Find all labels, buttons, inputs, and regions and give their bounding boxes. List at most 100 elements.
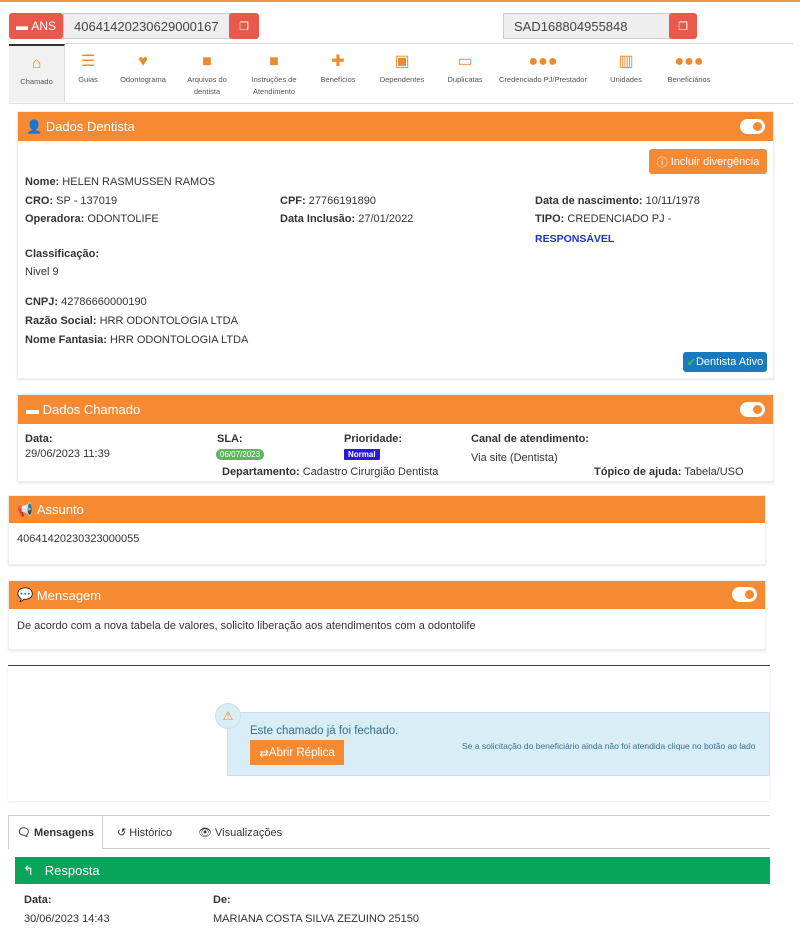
sad-field[interactable]: SAD168804955848: [503, 13, 670, 39]
closed-alert: Este chamado já foi fechado. ⇄ Abrir Répl…: [227, 712, 770, 776]
tipo-value: CREDENCIADO PJ -: [567, 213, 672, 225]
nav-odontograma[interactable]: ♥ Odontograma: [111, 44, 175, 102]
copy-protocol-button[interactable]: ❐: [229, 13, 259, 39]
megaphone-icon: 📢: [17, 501, 37, 517]
ans-label: ANS: [31, 19, 57, 33]
label: De:: [213, 894, 231, 906]
nome-value: HELEN RASMUSSEN RAMOS: [62, 176, 216, 188]
alert-hint: Se a solicitação do beneficiário ainda n…: [462, 741, 756, 751]
nav-label: Dependentes: [379, 75, 425, 84]
list-icon: ☰: [80, 53, 96, 70]
operadora-value: ODONTOLIFE: [87, 213, 159, 225]
home-icon: ⌂: [31, 55, 42, 72]
cnpj-value: 42786660000190: [61, 296, 147, 308]
history-icon: ↺: [117, 827, 130, 839]
top-border: [0, 0, 800, 2]
panel-title: Assunto: [36, 502, 84, 517]
id-badge-icon: ▣: [394, 53, 410, 70]
assunto-panel: 📢 Assunto 40641420230323000055: [8, 495, 766, 565]
sla-badge: 06/07/2023: [216, 449, 265, 460]
mensagem-text: De acordo com a nova tabela de valores, …: [17, 620, 476, 632]
label: Nome:: [25, 176, 60, 188]
departamento-value: Cadastro Cirurgião Dentista: [302, 466, 439, 478]
nav-guias[interactable]: ☰ Guias: [65, 44, 111, 102]
divider: [103, 848, 770, 849]
resposta-data: 30/06/2023 14:43: [24, 913, 110, 925]
canal-value: Via site (Dentista): [471, 452, 558, 464]
button-label: Abrir Réplica: [268, 746, 335, 759]
incluir-divergencia-button[interactable]: ⓘ Incluir divergência: [649, 149, 767, 174]
label: CNPJ:: [25, 296, 59, 308]
cro-value: SP - 137019: [56, 195, 118, 207]
copy-sad-button[interactable]: ❐: [669, 13, 697, 39]
reply-icon: ↰: [23, 862, 45, 878]
nav-dependentes[interactable]: ▣ Dependentes: [367, 44, 437, 102]
nav-beneficiarios[interactable]: ●●● Beneficiários: [659, 44, 719, 102]
nav-instrucoes[interactable]: ■ Instruções de Atendimento: [239, 44, 309, 102]
tab-historico[interactable]: ↺ Histórico: [117, 826, 172, 839]
info-icon: ⓘ: [656, 156, 671, 169]
collapse-toggle[interactable]: [732, 587, 757, 602]
comments-icon: 🗨: [17, 827, 35, 839]
panel-title: Resposta: [44, 863, 100, 878]
label: SLA:: [217, 433, 243, 445]
dentista-header: 👤 Dados Dentista: [18, 112, 773, 141]
classificacao-value: Nivel 9: [25, 266, 59, 278]
prioridade-badge: Normal: [344, 449, 380, 460]
divider: [9, 103, 793, 104]
nav-arquivos[interactable]: ■ Arquivos do dentista: [175, 44, 239, 102]
nav-unidades[interactable]: ▥ Unidades: [593, 44, 659, 102]
panel-title: Dados Dentista: [45, 119, 135, 134]
user-icon: 👤: [26, 118, 46, 134]
collapse-toggle[interactable]: [740, 119, 765, 134]
eye-icon: 👁: [198, 827, 216, 839]
nav-label: Beneficiários: [667, 75, 711, 84]
label: TIPO:: [535, 213, 565, 225]
label: Data Inclusão:: [280, 213, 356, 225]
data-value: 29/06/2023 11:39: [25, 448, 110, 460]
abrir-replica-button[interactable]: ⇄ Abrir Réplica: [250, 740, 344, 765]
nav-beneficios[interactable]: ✚ Benefícios: [309, 44, 367, 102]
fantasia-value: HRR ODONTOLOGIA LTDA: [109, 334, 249, 346]
nav-credenciado[interactable]: ●●● Credenciado PJ/Prestador: [493, 44, 593, 102]
nasc-value: 10/11/1978: [645, 195, 700, 207]
label: Data de nascimento:: [535, 195, 643, 207]
label: Razão Social:: [25, 315, 97, 327]
nav-chamado[interactable]: ⌂ Chamado: [9, 44, 65, 102]
collapse-toggle[interactable]: [740, 402, 765, 417]
label: Prioridade:: [344, 433, 403, 445]
warning-icon: ⚠: [215, 703, 241, 729]
nav-label: Benefícios: [320, 75, 356, 84]
ans-button[interactable]: ▬ ANS: [9, 13, 63, 39]
label: Data:: [24, 894, 52, 906]
divider: [8, 815, 770, 816]
tab-visualizacoes[interactable]: 👁 Visualizações: [198, 826, 282, 839]
folder-icon: ■: [269, 53, 279, 70]
ticket-icon: ▬: [26, 402, 43, 417]
label: Data:: [25, 433, 53, 445]
label: CRO:: [25, 195, 54, 207]
chamado-panel: ▬ Dados Chamado Data: 29/06/2023 11:39 S…: [17, 394, 774, 482]
assunto-text: 40641420230323000055: [17, 533, 140, 545]
inclusao-value: 27/01/2022: [358, 213, 414, 225]
nav-label: Arquivos do dentista: [187, 75, 227, 96]
dentista-panel: 👤 Dados Dentista ⓘ Incluir divergência N…: [17, 111, 774, 379]
money-icon: ▭: [457, 53, 473, 70]
users-icon: ●●●: [528, 53, 558, 70]
tab-mensagens[interactable]: 🗨 Mensagens: [8, 815, 103, 849]
button-label: Incluir divergência: [670, 155, 760, 168]
nav-duplicatas[interactable]: ▭ Duplicatas: [437, 44, 493, 102]
panel-title: Mensagem: [36, 587, 102, 603]
status-text: Dentista Ativo: [695, 356, 764, 368]
building-icon: ▥: [618, 53, 634, 70]
protocol-field[interactable]: 40641420230629000167: [63, 13, 230, 39]
tooth-icon: ♥: [138, 53, 148, 70]
check-icon: ✔: [686, 356, 696, 369]
nav-label: Duplicatas: [447, 75, 483, 84]
mensagem-panel: 💬 Mensagem De acordo com a nova tabela d…: [8, 580, 766, 650]
razao-value: HRR ODONTOLOGIA LTDA: [99, 315, 238, 327]
replica-panel: [8, 665, 770, 801]
folder-icon: ■: [202, 53, 212, 70]
topico-value: Tabela/USO: [684, 466, 744, 478]
mensagem-header: 💬 Mensagem: [9, 581, 765, 609]
